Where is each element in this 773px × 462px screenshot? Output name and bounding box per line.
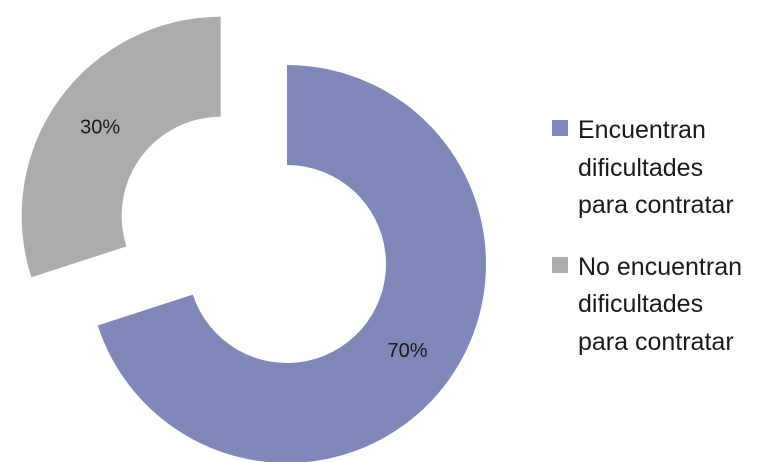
legend-swatch-encuentran (552, 120, 568, 136)
slice-no-encuentran[interactable] (21, 16, 221, 278)
legend-label-line: dificultades (578, 290, 704, 318)
legend-item-no-encuentran[interactable]: No encuentran dificultades para contrata… (552, 249, 767, 362)
slice-label-no-encuentran: 30% (80, 117, 120, 139)
legend-label-no-encuentran: No encuentran dificultades para contrata… (578, 249, 742, 362)
legend-label-encuentran: Encuentran dificultades para contratar (578, 112, 734, 225)
legend-label-line: No encuentran (578, 252, 743, 281)
legend-label-line: Encuentran (578, 116, 706, 144)
slice-label-encuentran: 70% (388, 340, 428, 362)
legend-item-encuentran[interactable]: Encuentran dificultades para contratar (552, 112, 767, 225)
slice-encuentran[interactable] (97, 65, 486, 462)
legend: Encuentran dificultades para contratar N… (552, 112, 767, 385)
legend-label-line: dificultades (578, 153, 704, 182)
legend-label-line: para contratar (578, 191, 734, 219)
legend-label-line: para contratar (578, 327, 734, 356)
legend-swatch-no-encuentran (552, 256, 568, 273)
